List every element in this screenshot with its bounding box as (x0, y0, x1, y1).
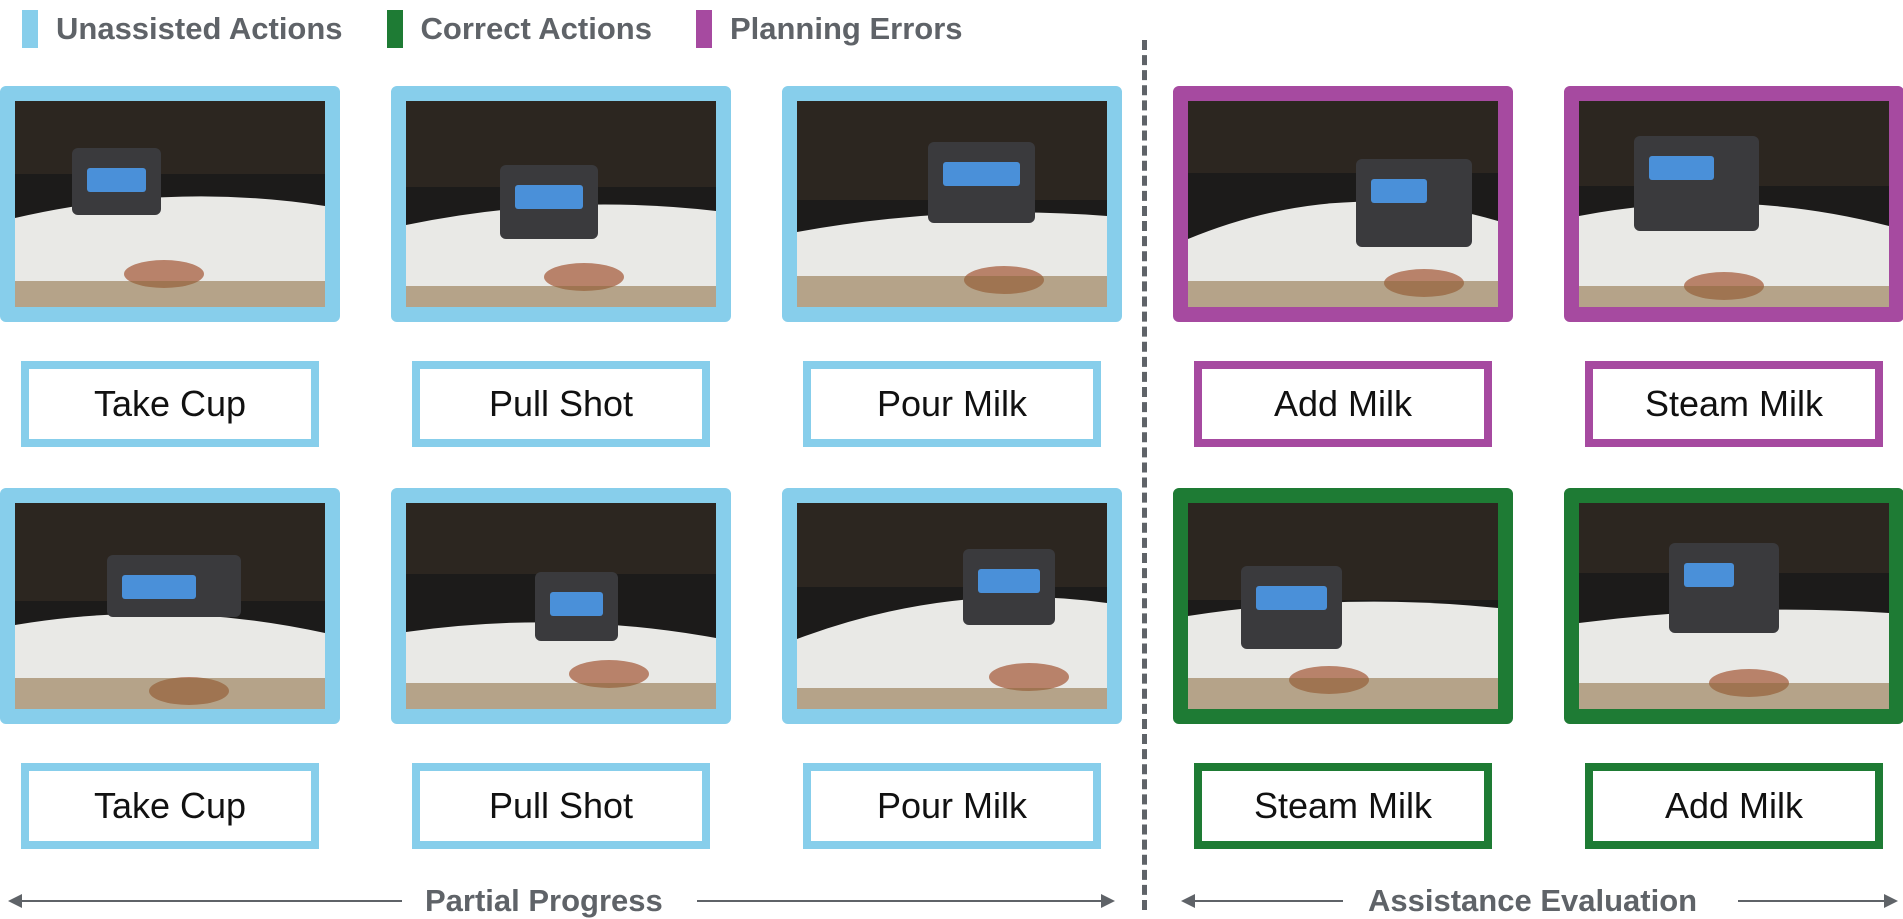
action-label-box: Pour Milk (803, 763, 1101, 849)
left-arrow-start (8, 894, 402, 908)
section-label-partial-progress: Partial Progress (425, 883, 663, 918)
scene-photo (406, 503, 716, 709)
action-label-text: Take Cup (93, 785, 247, 826)
video-frame-unassisted (782, 488, 1122, 724)
section-label-assistance-evaluation: Assistance Evaluation (1368, 883, 1698, 918)
action-label-text: Pull Shot (488, 785, 634, 826)
video-frame-unassisted (391, 488, 731, 724)
legend-item-unassisted: Unassisted Actions (22, 10, 343, 48)
video-frame-unassisted (0, 488, 340, 724)
legend: Unassisted Actions Correct Actions Plann… (22, 10, 1007, 48)
video-frame-unassisted (0, 86, 340, 322)
section-divider (1142, 40, 1147, 910)
right-arrow-start (1181, 894, 1343, 908)
video-frame-error (1173, 86, 1513, 322)
left-arrow-end (697, 894, 1115, 908)
action-label-text: Steam Milk (1644, 383, 1824, 424)
action-label-text: Add Milk (1664, 785, 1804, 826)
scene-photo (15, 101, 325, 307)
right-arrow-end (1738, 894, 1898, 908)
action-label-text: Pour Milk (876, 785, 1028, 826)
action-label-box: Take Cup (21, 763, 319, 849)
video-frame-unassisted (391, 86, 731, 322)
action-label-text: Add Milk (1273, 383, 1413, 424)
scene-photo (15, 503, 325, 709)
action-label-box: Pull Shot (412, 763, 710, 849)
video-frame-correct (1173, 488, 1513, 724)
action-label-box: Add Milk (1194, 361, 1492, 447)
legend-swatch-error (695, 10, 712, 48)
action-label-text: Take Cup (93, 383, 247, 424)
action-label-box: Steam Milk (1585, 361, 1883, 447)
action-label-text: Pour Milk (876, 383, 1028, 424)
legend-swatch-correct (386, 10, 403, 48)
action-label-text: Pull Shot (488, 383, 634, 424)
legend-item-correct: Correct Actions (386, 10, 652, 48)
action-label-box: Add Milk (1585, 763, 1883, 849)
legend-label: Unassisted Actions (56, 11, 343, 46)
scene-photo (1579, 101, 1889, 307)
video-frame-correct (1564, 488, 1903, 724)
scene-photo (406, 101, 716, 307)
action-label-box: Pour Milk (803, 361, 1101, 447)
scene-photo (1579, 503, 1889, 709)
legend-label: Planning Errors (729, 11, 963, 46)
legend-label: Correct Actions (420, 11, 652, 46)
action-label-box: Steam Milk (1194, 763, 1492, 849)
action-label-text: Steam Milk (1253, 785, 1433, 826)
action-label-box: Take Cup (21, 361, 319, 447)
scene-photo (1188, 503, 1498, 709)
scene-photo (797, 503, 1107, 709)
legend-swatch-unassisted (22, 10, 38, 48)
action-label-box: Pull Shot (412, 361, 710, 447)
legend-item-error: Planning Errors (695, 10, 963, 48)
video-frame-error (1564, 86, 1903, 322)
scene-photo (1188, 101, 1498, 307)
scene-photo (797, 101, 1107, 307)
video-frame-unassisted (782, 86, 1122, 322)
